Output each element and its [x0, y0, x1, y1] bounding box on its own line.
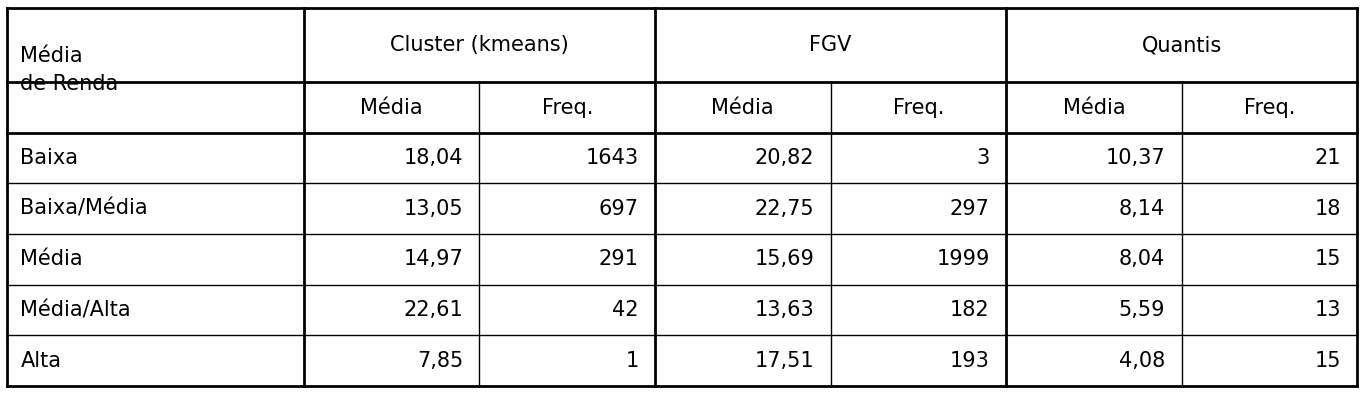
Text: 15: 15 — [1315, 249, 1341, 269]
Text: 8,04: 8,04 — [1118, 249, 1165, 269]
Text: Média: Média — [1063, 97, 1125, 117]
Text: 20,82: 20,82 — [754, 148, 814, 168]
Text: Quantis: Quantis — [1142, 35, 1222, 55]
Text: Freq.: Freq. — [542, 97, 593, 117]
Text: 1: 1 — [625, 351, 638, 371]
Text: 193: 193 — [949, 351, 990, 371]
Text: Média: Média — [712, 97, 775, 117]
Text: 18,04: 18,04 — [404, 148, 462, 168]
Text: 21: 21 — [1315, 148, 1341, 168]
Text: 7,85: 7,85 — [417, 351, 462, 371]
Text: Alta: Alta — [20, 351, 61, 371]
Text: 697: 697 — [599, 199, 638, 219]
Text: Média/Alta: Média/Alta — [20, 300, 131, 320]
Text: Cluster (kmeans): Cluster (kmeans) — [390, 35, 569, 55]
Text: 10,37: 10,37 — [1106, 148, 1165, 168]
Text: FGV: FGV — [809, 35, 851, 55]
Text: 3: 3 — [977, 148, 990, 168]
Text: 1999: 1999 — [936, 249, 990, 269]
Text: 13: 13 — [1315, 300, 1341, 320]
Text: 13,63: 13,63 — [754, 300, 814, 320]
Text: 22,75: 22,75 — [754, 199, 814, 219]
Text: 8,14: 8,14 — [1118, 199, 1165, 219]
Text: 291: 291 — [599, 249, 638, 269]
Text: Média: Média — [20, 249, 83, 269]
Text: 42: 42 — [612, 300, 638, 320]
Text: 22,61: 22,61 — [404, 300, 462, 320]
Text: 17,51: 17,51 — [754, 351, 814, 371]
Text: 5,59: 5,59 — [1118, 300, 1165, 320]
Text: 297: 297 — [949, 199, 990, 219]
Text: 182: 182 — [951, 300, 990, 320]
Text: 18: 18 — [1315, 199, 1341, 219]
Text: Média
de Renda: Média de Renda — [20, 46, 119, 94]
Text: 14,97: 14,97 — [404, 249, 462, 269]
Text: Freq.: Freq. — [1244, 97, 1294, 117]
Text: Freq.: Freq. — [892, 97, 944, 117]
Text: 15,69: 15,69 — [754, 249, 814, 269]
Text: Baixa/Média: Baixa/Média — [20, 199, 149, 219]
Text: 13,05: 13,05 — [404, 199, 462, 219]
Text: 15: 15 — [1315, 351, 1341, 371]
Text: 4,08: 4,08 — [1118, 351, 1165, 371]
Text: 1643: 1643 — [585, 148, 638, 168]
Text: Baixa: Baixa — [20, 148, 79, 168]
Text: Média: Média — [360, 97, 423, 117]
